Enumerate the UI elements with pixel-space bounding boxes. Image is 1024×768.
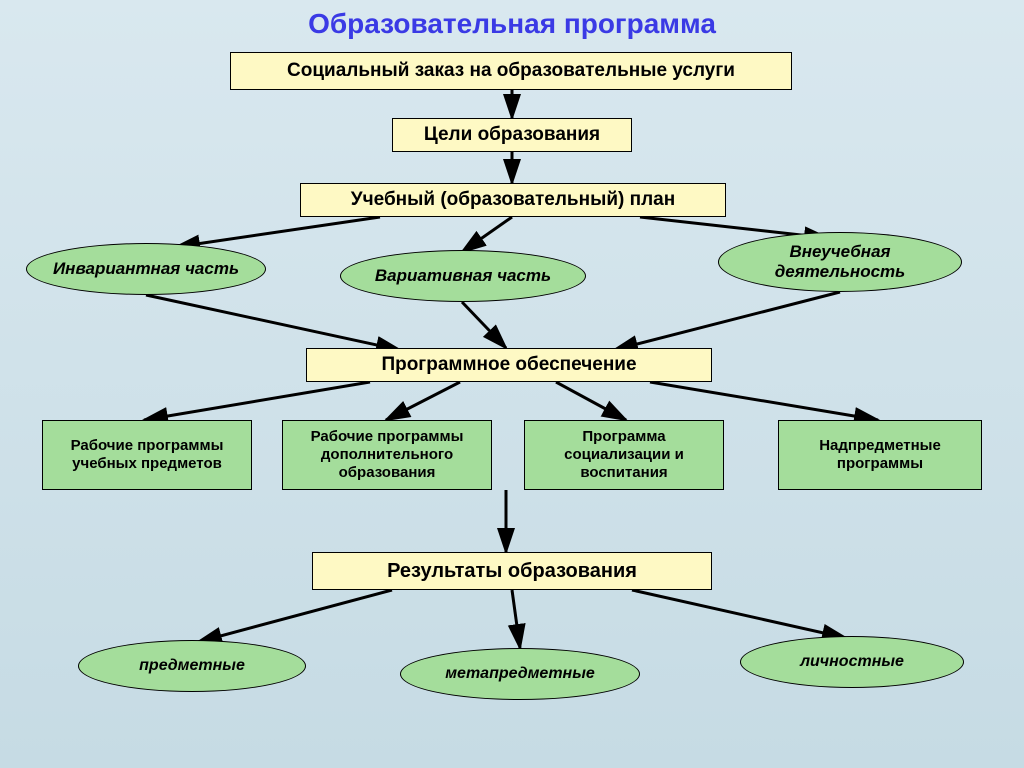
arrow-15	[632, 590, 846, 638]
diagram-title: Образовательная программа	[272, 8, 752, 40]
arrow-9	[386, 382, 460, 420]
node-n2: Цели образования	[392, 118, 632, 152]
node-e1: Инвариантная часть	[26, 243, 266, 295]
node-r3-label: личностные	[800, 653, 904, 671]
arrow-11	[650, 382, 878, 420]
node-g2: Рабочие программы дополнительного образо…	[282, 420, 492, 490]
node-n5: Результаты образования	[312, 552, 712, 590]
node-g1-label: Рабочие программы учебных предметов	[51, 437, 243, 473]
node-g4: Надпредметные программы	[778, 420, 982, 490]
arrow-6	[462, 302, 506, 348]
node-r2-label: метапредметные	[445, 665, 595, 683]
node-e3: Внеучебная деятельность	[718, 232, 962, 292]
node-g4-label: Надпредметные программы	[787, 437, 973, 473]
arrow-5	[146, 295, 400, 350]
node-r1-label: предметные	[139, 657, 245, 675]
arrow-3	[462, 217, 512, 252]
node-n4: Программное обеспечение	[306, 348, 712, 382]
node-g3-label: Программа социализации и воспитания	[533, 428, 715, 482]
node-n3-label: Учебный (образовательный) план	[351, 189, 675, 212]
node-e1-label: Инвариантная часть	[53, 259, 239, 279]
node-n1: Социальный заказ на образовательные услу…	[230, 52, 792, 90]
node-e2-label: Вариативная часть	[375, 266, 551, 286]
node-g1: Рабочие программы учебных предметов	[42, 420, 252, 490]
arrow-14	[512, 590, 520, 648]
node-n2-label: Цели образования	[424, 124, 600, 147]
arrow-8	[144, 382, 370, 420]
node-n4-label: Программное обеспечение	[381, 354, 636, 377]
arrow-10	[556, 382, 626, 420]
node-g3: Программа социализации и воспитания	[524, 420, 724, 490]
node-e2: Вариативная часть	[340, 250, 586, 302]
node-e3-label: Внеучебная деятельность	[729, 242, 951, 281]
node-n1-label: Социальный заказ на образовательные услу…	[287, 60, 735, 83]
arrow-2	[176, 217, 380, 247]
arrow-13	[198, 590, 392, 642]
node-n3: Учебный (образовательный) план	[300, 183, 726, 217]
arrow-7	[614, 292, 840, 350]
node-r1: предметные	[78, 640, 306, 692]
node-r2: метапредметные	[400, 648, 640, 700]
node-r3: личностные	[740, 636, 964, 688]
node-g2-label: Рабочие программы дополнительного образо…	[291, 428, 483, 482]
node-n5-label: Результаты образования	[387, 559, 637, 583]
